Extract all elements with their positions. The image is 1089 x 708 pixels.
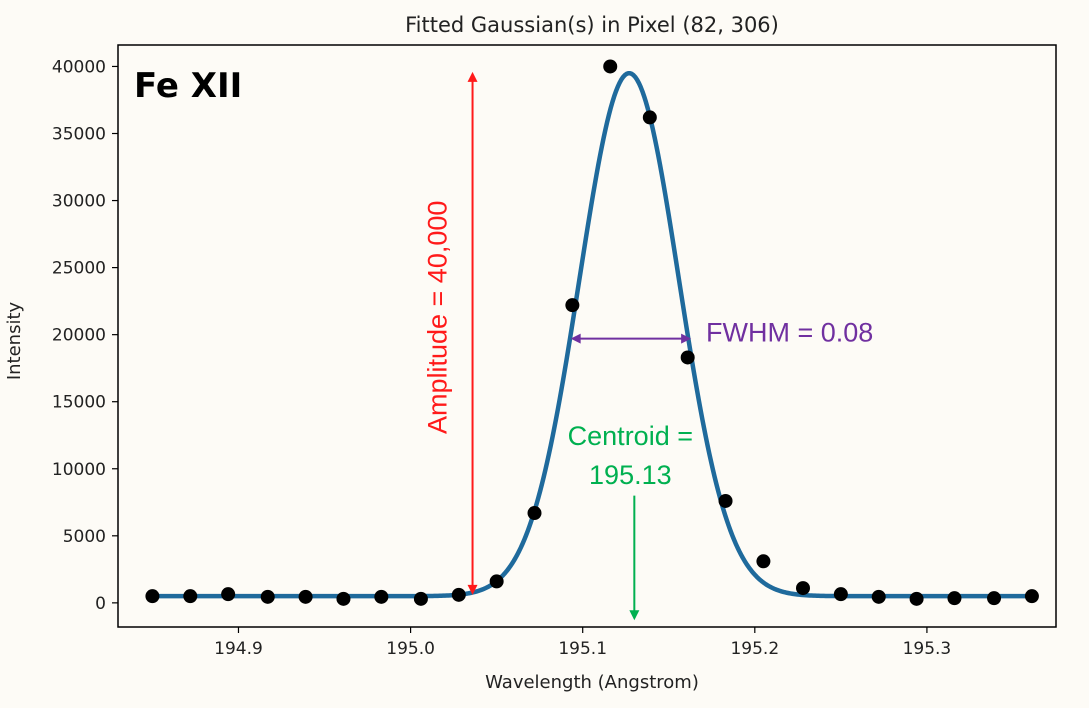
plot-area: Amplitude = 40,000 FWHM = 0.08 Centroid = 1… [145, 59, 1039, 621]
arrowhead [681, 333, 692, 344]
x-axis: 194.9 195.0 195.1 195.2 195.3 [214, 627, 951, 659]
y-axis: 0 5000 10000 15000 20000 25000 30000 35000 40000 [52, 57, 118, 614]
x-tick-label: 195.1 [558, 639, 607, 659]
y-tick-label: 20000 [52, 326, 106, 346]
data-point [680, 350, 695, 365]
centroid-annotation-line1: Centroid = [568, 421, 693, 451]
data-point [336, 591, 351, 606]
data-point [909, 591, 924, 606]
data-point [527, 506, 542, 521]
data-point [1024, 589, 1039, 604]
y-tick-label: 40000 [52, 57, 106, 77]
fwhm-annotation: FWHM = 0.08 [706, 318, 873, 348]
data-point [451, 587, 466, 602]
gaussian-fit-line [151, 70, 1035, 599]
plot-frame [117, 44, 1057, 628]
data-point [221, 587, 236, 602]
data-point [565, 298, 580, 313]
data-point [756, 554, 771, 569]
y-tick-label: 25000 [52, 259, 106, 279]
y-axis-label: Intensity [4, 301, 25, 380]
arrowhead [629, 610, 640, 621]
y-tick-label: 0 [95, 594, 106, 614]
y-tick-label: 15000 [52, 393, 106, 413]
data-point [145, 589, 160, 604]
data-point [947, 591, 962, 606]
data-point [413, 591, 428, 606]
x-tick-label: 195.0 [386, 639, 435, 659]
y-tick-label: 5000 [63, 527, 106, 547]
data-point [298, 589, 313, 604]
data-point [489, 574, 504, 589]
data-point [642, 110, 657, 125]
data-point [260, 589, 275, 604]
data-point [871, 589, 886, 604]
x-axis-label: Wavelength (Angstrom) [485, 672, 699, 693]
chart-title: Fitted Gaussian(s) in Pixel (82, 306) [405, 13, 779, 37]
x-tick-label: 194.9 [214, 639, 263, 659]
x-tick-label: 195.3 [903, 639, 952, 659]
amplitude-annotation: Amplitude = 40,000 [423, 201, 453, 434]
arrowhead [467, 71, 478, 82]
data-point [795, 581, 810, 596]
y-tick-label: 10000 [52, 460, 106, 480]
data-point [718, 493, 733, 508]
centroid-annotation-line2: 195.13 [589, 460, 672, 490]
data-point [183, 589, 198, 604]
data-point [833, 587, 848, 602]
arrowhead [570, 333, 581, 344]
x-tick-label: 195.2 [730, 639, 779, 659]
y-tick-label: 30000 [52, 192, 106, 212]
data-point [603, 59, 618, 74]
panel-label: Fe XII [134, 66, 242, 106]
arrowhead [467, 584, 478, 595]
data-point [374, 589, 389, 604]
y-tick-label: 35000 [52, 125, 106, 145]
data-point [987, 591, 1002, 606]
